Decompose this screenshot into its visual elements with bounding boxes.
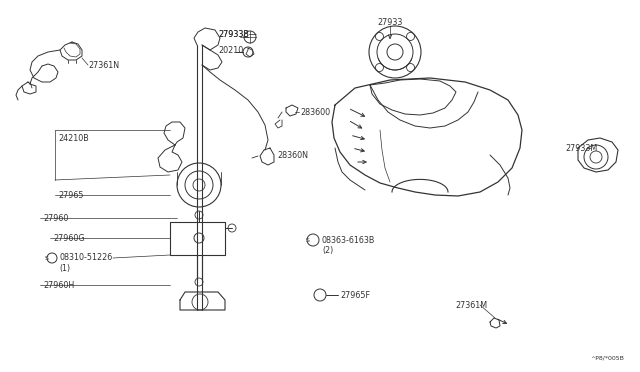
Text: 27965: 27965 <box>58 190 83 199</box>
Text: S: S <box>306 237 310 243</box>
Text: 28360N: 28360N <box>277 151 308 160</box>
Text: 27960: 27960 <box>43 214 68 222</box>
Text: (1): (1) <box>59 263 70 273</box>
Text: (2): (2) <box>322 246 333 254</box>
Text: ^P8/*005B: ^P8/*005B <box>590 356 624 360</box>
Text: 27933M: 27933M <box>565 144 597 153</box>
Text: 283600: 283600 <box>300 108 330 116</box>
Text: 27960G: 27960G <box>53 234 84 243</box>
Text: 27933B—: 27933B— <box>218 29 257 38</box>
Text: 27933: 27933 <box>378 17 403 26</box>
Text: 27960H: 27960H <box>43 280 74 289</box>
Text: 08310-51226: 08310-51226 <box>59 253 112 263</box>
Text: 24210B: 24210B <box>58 134 89 142</box>
Text: 27965F: 27965F <box>340 291 370 299</box>
Text: 27361N: 27361N <box>88 61 119 70</box>
Text: 20210: 20210 <box>218 45 243 55</box>
Text: 08363-6163B: 08363-6163B <box>322 235 376 244</box>
Text: 27361M: 27361M <box>455 301 487 310</box>
Text: S: S <box>45 256 49 260</box>
Text: 27933B: 27933B <box>218 29 249 38</box>
